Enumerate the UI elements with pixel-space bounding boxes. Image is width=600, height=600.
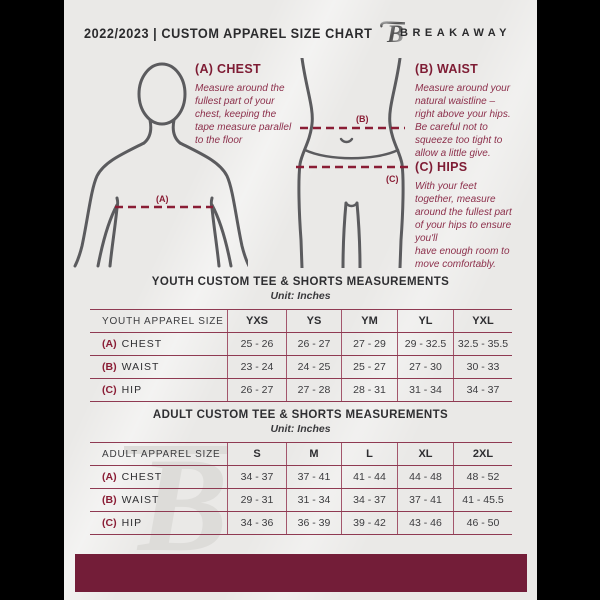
measurement-cell: 36 - 39 (286, 512, 341, 534)
row-label: (B) WAIST (102, 494, 160, 506)
measurement-cell: 24 - 25 (286, 356, 341, 378)
youth-size-table: YOUTH APPAREL SIZE YXS YS YM YL YXL (A) … (90, 309, 512, 402)
table-row-waist: (B) WAIST 23 - 24 24 - 25 25 - 27 27 - 3… (90, 356, 512, 379)
size-column-header: XL (397, 443, 453, 465)
measurement-cell: 41 - 44 (341, 466, 397, 488)
page-title: 2022/2023 | CUSTOM APPAREL SIZE CHART (84, 26, 373, 41)
chest-line-label: (A) (156, 194, 169, 204)
measurement-cell: 32.5 - 35.5 (453, 333, 512, 355)
measurement-cell: 34 - 37 (227, 466, 286, 488)
hips-instruction: (C) HIPS With your feet together, measur… (415, 160, 535, 271)
chest-instruction-body: Measure around the fullest part of your … (195, 83, 292, 146)
measurement-cell: 26 - 27 (227, 379, 286, 401)
size-column-header: 2XL (453, 443, 512, 465)
measurement-cell: 46 - 50 (453, 512, 512, 534)
measurement-cell: 48 - 52 (453, 466, 512, 488)
measurement-cell: 37 - 41 (286, 466, 341, 488)
size-chart-document: 2022/2023 | CUSTOM APPAREL SIZE CHART B … (64, 0, 537, 600)
row-label: (B) WAIST (102, 361, 160, 373)
lower-body-diagram: (B) (C) (296, 58, 408, 268)
measurement-cell: 27 - 28 (286, 379, 341, 401)
hips-instruction-title: (C) HIPS (415, 160, 468, 174)
size-column-header: M (286, 443, 341, 465)
table-row-chest: (A) CHEST 25 - 26 26 - 27 27 - 29 29 - 3… (90, 333, 512, 356)
measurement-cell: 34 - 36 (227, 512, 286, 534)
size-header-cell: ADULT APPAREL SIZE (102, 448, 221, 460)
size-column-header: YXL (453, 310, 512, 332)
size-column-header: L (341, 443, 397, 465)
waist-line-label: (B) (356, 114, 369, 124)
waist-instruction-title: (B) WAIST (415, 62, 479, 76)
chest-instruction: (A) CHEST Measure around the fullest par… (195, 62, 305, 147)
measurement-cell: 29 - 32.5 (397, 333, 453, 355)
row-label: (C) HIP (102, 517, 143, 529)
waist-instruction-body: Measure around your natural waistline – … (415, 83, 511, 159)
hips-line-label: (C) (386, 174, 399, 184)
row-label: (A) CHEST (102, 338, 163, 350)
size-header-cell: YOUTH APPAREL SIZE (102, 315, 224, 327)
adult-table-unit: Unit: Inches (270, 423, 331, 435)
measurement-cell: 34 - 37 (453, 379, 512, 401)
table-row-waist: (B) WAIST 29 - 31 31 - 34 34 - 37 37 - 4… (90, 489, 512, 512)
measurement-cell: 37 - 41 (397, 489, 453, 511)
hips-instruction-body: With your feet together, measure around … (415, 181, 512, 270)
table-header-row: ADULT APPAREL SIZE S M L XL 2XL (90, 443, 512, 466)
size-column-header: YL (397, 310, 453, 332)
youth-table-unit: Unit: Inches (270, 290, 331, 302)
measurement-cell: 29 - 31 (227, 489, 286, 511)
row-label: (C) HIP (102, 384, 143, 396)
measurement-cell: 28 - 31 (341, 379, 397, 401)
measurement-cell: 26 - 27 (286, 333, 341, 355)
chest-instruction-title: (A) CHEST (195, 62, 261, 76)
size-column-header: YS (286, 310, 341, 332)
torso-diagram: (A) (73, 62, 248, 268)
measurement-cell: 39 - 42 (341, 512, 397, 534)
waist-instruction: (B) WAIST Measure around your natural wa… (415, 62, 535, 160)
brand-name: BREAKAWAY (400, 27, 511, 39)
measurement-cell: 43 - 46 (397, 512, 453, 534)
measurement-cell: 41 - 45.5 (453, 489, 512, 511)
watermark-b-icon: B (124, 431, 228, 560)
measurement-cell: 25 - 26 (227, 333, 286, 355)
svg-text:B: B (386, 21, 404, 46)
size-column-header: S (227, 443, 286, 465)
measurement-cell: 30 - 33 (453, 356, 512, 378)
footer-bar (75, 554, 527, 592)
table-row-hip: (C) HIP 34 - 36 36 - 39 39 - 42 43 - 46 … (90, 512, 512, 535)
measurement-cell: 25 - 27 (341, 356, 397, 378)
youth-table-title: YOUTH CUSTOM TEE & SHORTS MEASUREMENTS (151, 276, 450, 288)
measurement-cell: 34 - 37 (341, 489, 397, 511)
size-column-header: YM (341, 310, 397, 332)
table-header-row: YOUTH APPAREL SIZE YXS YS YM YL YXL (90, 310, 512, 333)
table-row-hip: (C) HIP 26 - 27 27 - 28 28 - 31 31 - 34 … (90, 379, 512, 402)
size-column-header: YXS (227, 310, 286, 332)
adult-table-title: ADULT CUSTOM TEE & SHORTS MEASUREMENTS (152, 409, 449, 421)
measurement-cell: 44 - 48 (397, 466, 453, 488)
table-row-chest: (A) CHEST 34 - 37 37 - 41 41 - 44 44 - 4… (90, 466, 512, 489)
measurement-cell: 27 - 30 (397, 356, 453, 378)
measurement-cell: 31 - 34 (397, 379, 453, 401)
measurement-cell: 31 - 34 (286, 489, 341, 511)
row-label: (A) CHEST (102, 471, 163, 483)
adult-size-table: ADULT APPAREL SIZE S M L XL 2XL (A) CHES… (90, 442, 512, 535)
measurement-cell: 23 - 24 (227, 356, 286, 378)
breakaway-logo-icon: B (380, 21, 406, 46)
measurement-cell: 27 - 29 (341, 333, 397, 355)
